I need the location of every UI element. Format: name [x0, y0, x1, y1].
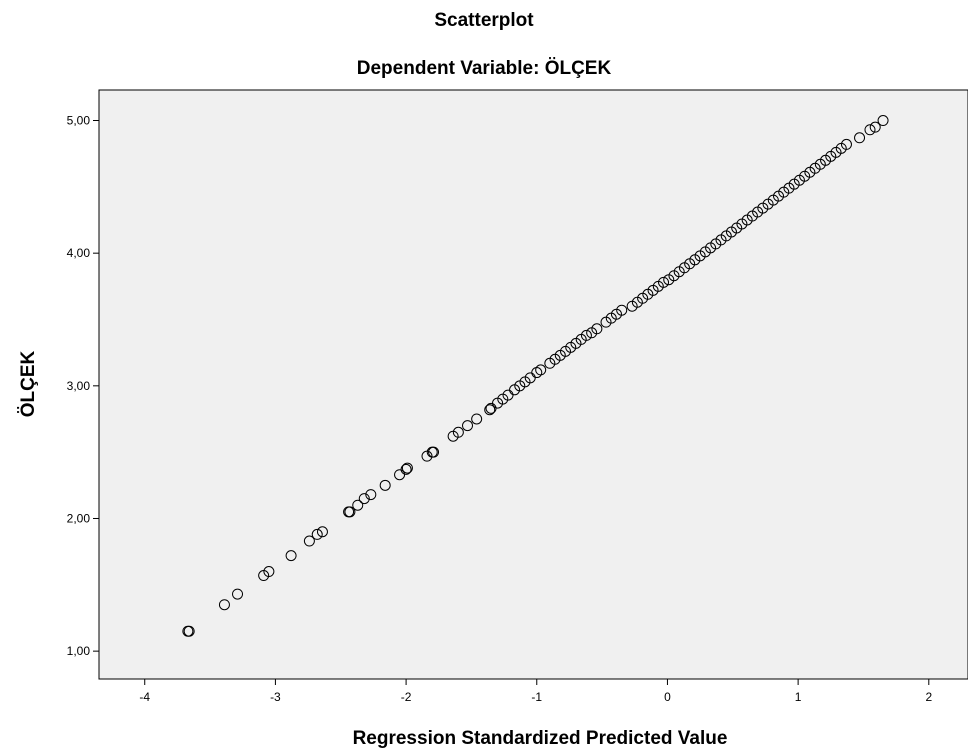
- data-point: [462, 420, 474, 432]
- data-point: [183, 625, 195, 637]
- data-point: [379, 479, 391, 491]
- x-tick-label: 0: [664, 690, 671, 704]
- x-tick-label: 2: [925, 690, 932, 704]
- y-tick-label: 2,00: [67, 511, 91, 525]
- data-point: [580, 329, 592, 341]
- data-point: [484, 404, 496, 416]
- chart-subtitle: Dependent Variable: ÖLÇEK: [356, 58, 612, 79]
- data-point: [869, 121, 881, 133]
- data-point: [535, 364, 547, 376]
- y-tick-label: 4,00: [67, 246, 91, 260]
- data-point: [303, 535, 315, 547]
- data-point: [502, 389, 514, 401]
- data-point: [352, 499, 364, 511]
- y-axis-title: ÖLÇEK: [18, 350, 39, 417]
- data-point: [877, 115, 889, 127]
- plot-area: [98, 89, 968, 680]
- data-point: [365, 489, 377, 501]
- x-axis-title: Regression Standardized Predicted Value: [353, 728, 728, 749]
- data-point: [452, 426, 464, 438]
- x-tick-label: 1: [795, 690, 802, 704]
- data-point: [285, 550, 297, 562]
- x-tick-label: -1: [531, 690, 542, 704]
- y-axis: 1,00 2,00 3,00 4,00 5,00: [67, 114, 99, 658]
- data-point: [428, 446, 440, 458]
- data-point: [358, 493, 370, 505]
- data-point: [344, 506, 356, 518]
- data-point: [400, 463, 412, 475]
- data-point: [485, 402, 497, 414]
- data-point: [840, 138, 852, 150]
- data-point: [232, 588, 244, 600]
- data-point: [616, 304, 628, 316]
- data-point: [854, 132, 866, 144]
- data-point: [394, 469, 406, 481]
- data-point: [263, 566, 275, 578]
- data-points: [182, 115, 889, 637]
- data-point: [401, 462, 413, 474]
- data-point: [218, 599, 230, 611]
- data-point: [316, 526, 328, 538]
- data-point: [524, 372, 536, 384]
- y-tick-label: 1,00: [67, 644, 91, 658]
- data-point: [864, 124, 876, 136]
- data-point: [658, 276, 670, 288]
- x-tick-label: -3: [270, 690, 281, 704]
- chart-title: Scatterplot: [434, 10, 534, 31]
- data-point: [311, 528, 323, 540]
- data-point: [471, 413, 483, 425]
- y-tick-label: 5,00: [67, 114, 91, 128]
- data-point: [591, 323, 603, 335]
- x-axis: -4 -3 -2 -1 0 1 2: [139, 679, 932, 704]
- x-tick-label: -2: [401, 690, 412, 704]
- x-tick-label: -4: [139, 690, 150, 704]
- y-tick-label: 3,00: [67, 379, 91, 393]
